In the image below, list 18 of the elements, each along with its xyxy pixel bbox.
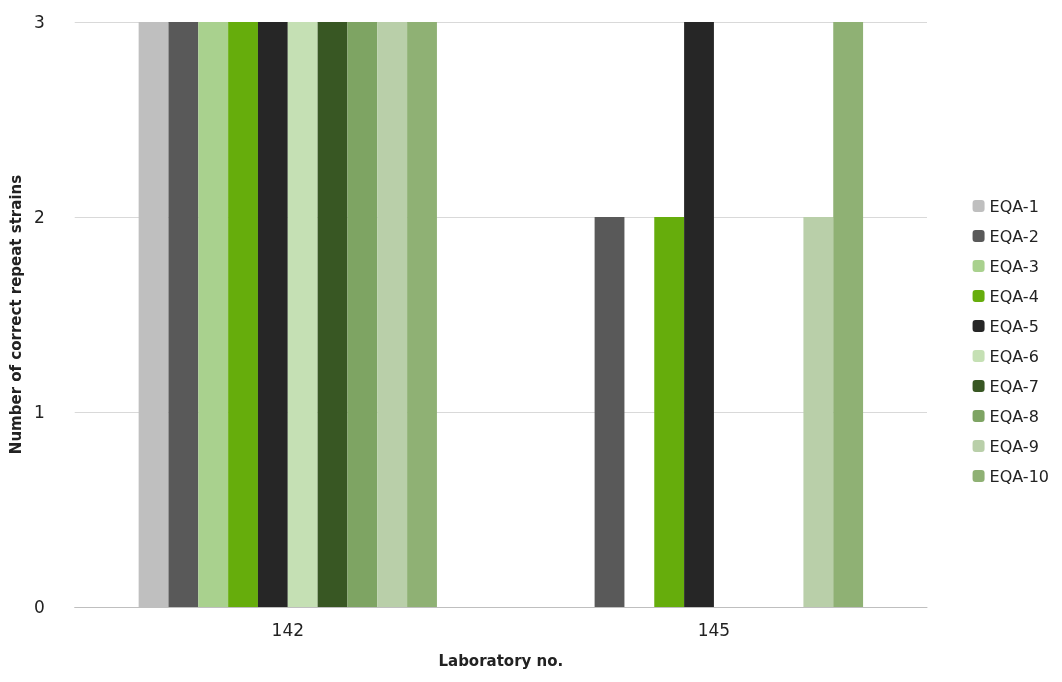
legend-label: EQA-2 (989, 226, 1039, 246)
x-tick-label: 145 (697, 619, 731, 640)
legend-label: EQA-4 (989, 286, 1039, 306)
x-axis-title: Laboratory no. (438, 651, 564, 670)
y-axis-title: Number of correct repeat strains (6, 174, 25, 455)
y-tick-label: 0 (33, 597, 45, 617)
legend-label: EQA-8 (989, 406, 1039, 426)
x-tick-label: 142 (271, 619, 305, 640)
y-tick-label: 2 (33, 207, 45, 227)
legend-label: EQA-6 (989, 346, 1039, 366)
legend-label: EQA-1 (989, 196, 1039, 216)
y-tick-label: 3 (33, 12, 45, 32)
y-tick-label: 1 (33, 402, 45, 422)
legend-label: EQA-9 (989, 436, 1039, 456)
legend-label: EQA-5 (989, 316, 1039, 336)
legend-label: EQA-10 (989, 466, 1050, 486)
legend-label: EQA-3 (989, 256, 1039, 276)
legend-label: EQA-7 (989, 376, 1039, 396)
